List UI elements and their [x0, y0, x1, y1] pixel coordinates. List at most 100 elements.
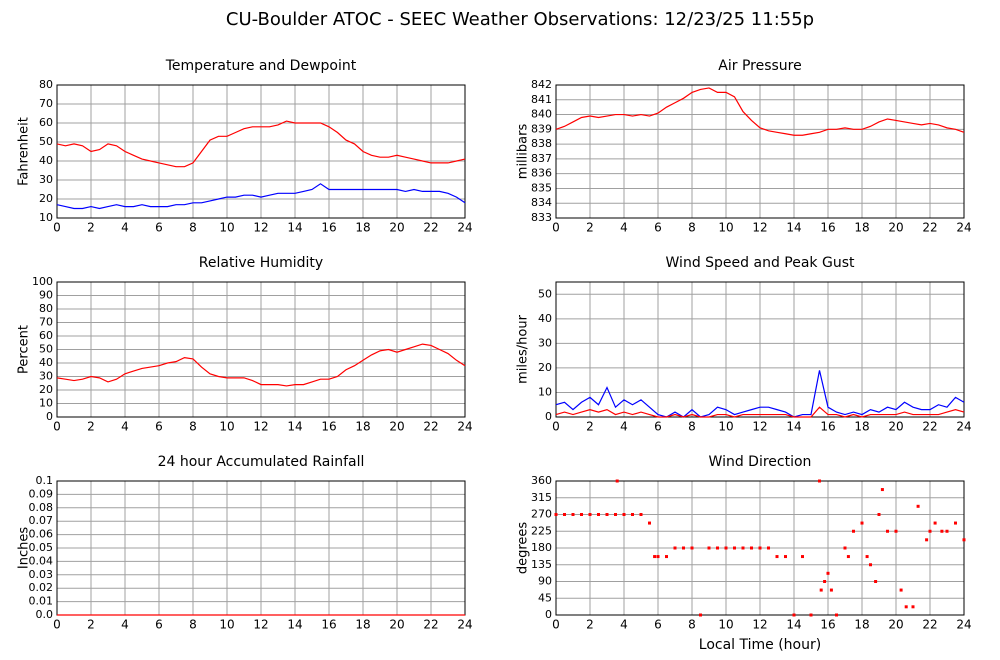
- data-point: [690, 546, 694, 550]
- y-tick-label: 20: [39, 383, 53, 396]
- y-tick-label: 0.04: [29, 554, 54, 567]
- data-point: [784, 555, 787, 559]
- x-tick-label: 18: [355, 221, 370, 235]
- x-tick-label: 4: [620, 618, 628, 632]
- y-tick-label: 270: [531, 508, 552, 521]
- data-point: [846, 555, 850, 559]
- x-tick-label: 6: [155, 420, 163, 434]
- data-point: [673, 546, 677, 550]
- y-tick-label: 180: [531, 541, 552, 554]
- x-tick-label: 22: [423, 420, 438, 434]
- x-tick-label: 4: [620, 420, 628, 434]
- x-tick-label: 24: [457, 618, 472, 632]
- data-point: [823, 580, 827, 583]
- x-tick-label: 16: [321, 618, 336, 632]
- data-point: [865, 555, 869, 559]
- data-point: [571, 513, 575, 516]
- x-tick-label: 16: [820, 420, 835, 434]
- y-tick-label: 20: [538, 361, 552, 374]
- y-tick-label: 833: [531, 211, 552, 224]
- x-tick-label: 2: [586, 618, 594, 632]
- x-tick-label: 24: [956, 618, 971, 632]
- y-tick-label: 70: [39, 97, 53, 110]
- data-point: [818, 479, 821, 483]
- data-point: [933, 521, 937, 525]
- data-point: [819, 588, 823, 592]
- x-tick-label: 20: [888, 420, 903, 434]
- x-tick-label: 18: [355, 618, 370, 632]
- data-point: [615, 479, 619, 483]
- x-tick-label: 10: [219, 221, 234, 235]
- data-point: [580, 513, 583, 516]
- y-tick-label: 839: [531, 122, 552, 135]
- data-point: [665, 555, 668, 559]
- x-tick-label: 16: [820, 618, 835, 632]
- y-tick-label: 0.0: [36, 608, 54, 621]
- x-tick-label: 22: [922, 420, 937, 434]
- data-point: [826, 571, 830, 575]
- x-tick-label: 14: [786, 618, 801, 632]
- x-tick-label: 18: [355, 420, 370, 434]
- y-tick-label: 45: [538, 591, 552, 604]
- x-tick-label: 2: [87, 221, 95, 235]
- y-tick-label: 50: [39, 343, 53, 356]
- data-point: [869, 563, 872, 567]
- data-point: [622, 513, 626, 516]
- y-tick-label: 70: [39, 316, 53, 329]
- chart-title: Air Pressure: [718, 58, 801, 74]
- data-point: [614, 513, 617, 516]
- x-tick-label: 10: [219, 618, 234, 632]
- data-point: [925, 538, 929, 542]
- x-tick-label: 18: [854, 221, 869, 235]
- x-tick-label: 14: [786, 221, 801, 235]
- y-tick-label: 60: [39, 116, 53, 129]
- data-point: [699, 613, 702, 617]
- x-tick-label: 22: [922, 618, 937, 632]
- y-tick-label: 0: [545, 410, 552, 423]
- y-tick-label: 20: [39, 192, 53, 205]
- y-tick-label: 841: [531, 93, 552, 106]
- y-tick-label: 0.1: [36, 474, 54, 487]
- y-axis-label: millibars: [516, 124, 531, 180]
- data-point: [750, 546, 753, 550]
- data-point: [639, 513, 643, 516]
- data-point: [758, 546, 762, 550]
- data-point: [605, 513, 609, 516]
- x-tick-label: 14: [786, 420, 801, 434]
- main-title: CU-Boulder ATOC - SEEC Weather Observati…: [226, 9, 814, 30]
- y-tick-label: 80: [39, 302, 53, 315]
- y-tick-label: 0.09: [29, 487, 54, 500]
- y-axis-label: Inches: [17, 527, 32, 569]
- x-tick-label: 0: [552, 420, 560, 434]
- y-tick-label: 0.01: [29, 595, 54, 608]
- x-tick-label: 8: [688, 618, 696, 632]
- data-point: [852, 529, 855, 533]
- x-tick-label: 16: [820, 221, 835, 235]
- y-tick-label: 0.05: [29, 541, 54, 554]
- y-tick-label: 842: [531, 78, 552, 91]
- y-tick-label: 836: [531, 167, 552, 180]
- x-tick-label: 4: [121, 618, 129, 632]
- x-tick-label: 2: [87, 618, 95, 632]
- data-line: [555, 87, 965, 136]
- data-point: [597, 513, 600, 516]
- y-tick-label: 834: [531, 196, 552, 209]
- y-tick-label: 50: [39, 135, 53, 148]
- data-point: [733, 546, 736, 550]
- plot-frame: [555, 480, 965, 616]
- plot-frame: [56, 281, 466, 418]
- data-point: [707, 546, 711, 550]
- x-tick-label: 10: [718, 221, 733, 235]
- x-tick-label: 24: [956, 420, 971, 434]
- x-tick-label: 14: [287, 618, 302, 632]
- chart-title: Relative Humidity: [199, 255, 323, 271]
- x-tick-label: 22: [922, 221, 937, 235]
- data-point: [904, 605, 908, 609]
- chart-title: 24 hour Accumulated Rainfall: [158, 454, 365, 470]
- data-point: [741, 546, 745, 550]
- x-tick-label: 20: [888, 221, 903, 235]
- x-tick-label: 8: [688, 221, 696, 235]
- x-tick-label: 8: [189, 221, 197, 235]
- data-point: [886, 529, 889, 533]
